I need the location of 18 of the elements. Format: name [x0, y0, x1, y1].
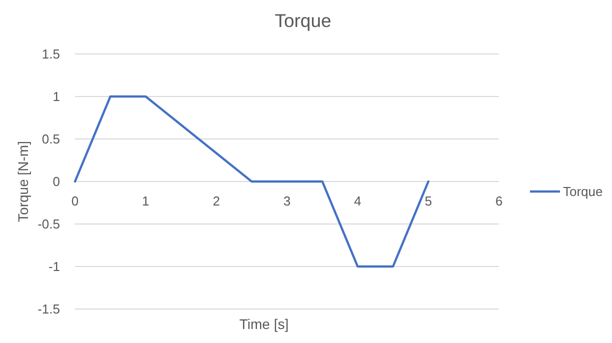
y-tick-label: -1 [48, 259, 60, 274]
x-tick-label: 4 [354, 194, 362, 208]
x-tick-label: 1 [142, 194, 150, 208]
y-tick-label: 1 [52, 89, 60, 104]
y-tick-label: 1.5 [42, 46, 60, 62]
x-tick-label: 2 [212, 194, 220, 208]
chart-title: Torque [274, 10, 332, 31]
x-tick-label: 3 [283, 194, 291, 208]
x-tick-label: 5 [424, 194, 432, 208]
y-tick-label: -1.5 [38, 302, 60, 316]
y-tick-label: -0.5 [38, 216, 60, 232]
y-tick-label: 0 [52, 174, 60, 189]
x-axis-title: Time [s] [239, 316, 289, 332]
legend-label: Torque [563, 184, 603, 199]
x-tick-label: 6 [495, 194, 503, 208]
y-axis-title: Torque [N-m] [15, 141, 31, 222]
x-tick-label: 0 [71, 194, 79, 208]
y-tick-label: 0.5 [42, 132, 60, 146]
